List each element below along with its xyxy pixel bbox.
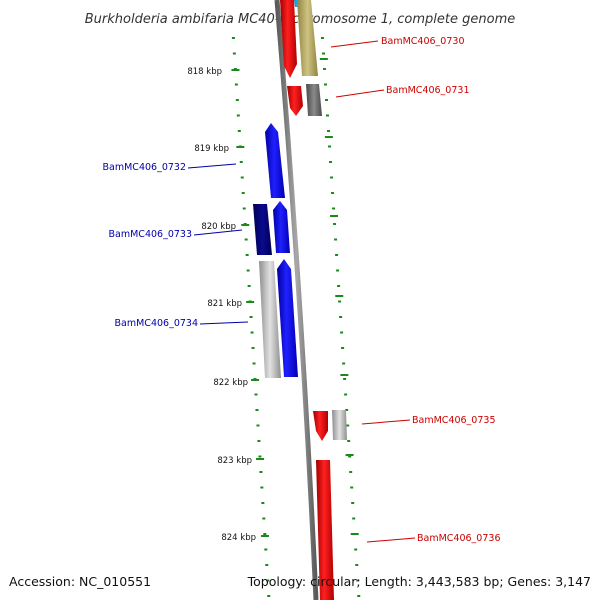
gene-feature-0736[interactable] — [316, 460, 334, 600]
gene-feature-reverse[interactable] — [273, 201, 290, 253]
kbp-label: 822 kbp — [213, 378, 248, 388]
gene-leader-lines — [187, 40, 416, 543]
accession-label: Accession: NC_010551 — [9, 574, 151, 589]
gene-label-0733[interactable]: BamMC406_0733 — [109, 229, 192, 240]
gene-feature-0734[interactable] — [259, 261, 281, 378]
topology-label: Topology: circular; Length: 3,443,583 bp… — [247, 574, 591, 589]
gene-feature-reverse[interactable] — [277, 259, 298, 377]
gene-label-0731[interactable]: BamMC406_0731 — [386, 85, 469, 96]
kbp-label: 818 kbp — [187, 67, 222, 77]
gene-label-0734[interactable]: BamMC406_0734 — [115, 318, 198, 329]
kbp-scale: 818 kbp 819 kbp 820 kbp 821 kbp 822 kbp … — [187, 67, 256, 543]
kbp-label: 819 kbp — [194, 144, 229, 154]
gene-feature-0733[interactable] — [253, 204, 272, 255]
gene-label-0732[interactable]: BamMC406_0732 — [103, 162, 186, 173]
gene-feature-0730[interactable] — [297, 0, 318, 76]
gene-feature-0732[interactable] — [265, 123, 285, 198]
kbp-label: 823 kbp — [217, 456, 252, 466]
gene-labels: BamMC406_0730 BamMC406_0731 BamMC406_073… — [103, 36, 501, 544]
gene-feature-forward[interactable] — [287, 86, 303, 116]
kbp-label: 820 kbp — [201, 222, 236, 232]
gene-features — [253, 0, 347, 600]
kbp-label: 821 kbp — [207, 299, 242, 309]
gene-feature-0731[interactable] — [306, 84, 322, 116]
gene-feature-forward[interactable] — [280, 0, 297, 78]
tick-marks — [231, 37, 361, 597]
sequence-backbone — [274, 0, 319, 600]
gene-label-0736[interactable]: BamMC406_0736 — [417, 533, 500, 544]
gene-label-0735[interactable]: BamMC406_0735 — [412, 415, 495, 426]
gene-label-0730[interactable]: BamMC406_0730 — [381, 36, 464, 47]
kbp-label: 824 kbp — [221, 533, 256, 543]
gene-feature-0735[interactable] — [332, 410, 347, 440]
gene-feature-forward[interactable] — [313, 411, 328, 441]
